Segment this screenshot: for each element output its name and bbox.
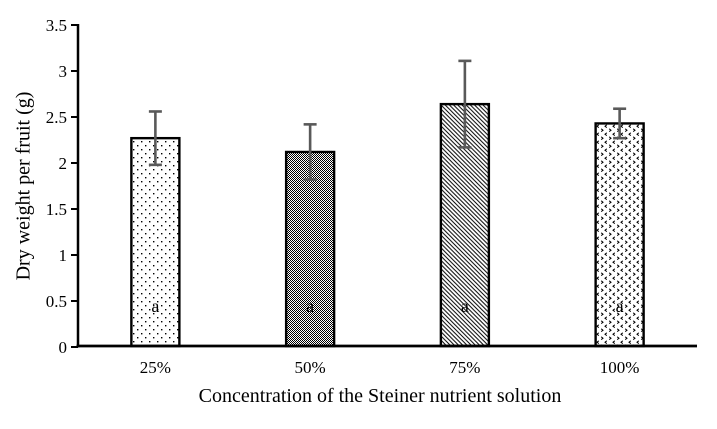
x-tick-label: 50%	[295, 358, 326, 377]
error-bars-layer	[148, 59, 627, 181]
significance-label: a	[151, 296, 159, 316]
y-tick-label: 3.5	[46, 16, 67, 35]
x-tick-label: 25%	[140, 358, 171, 377]
x-tick-label: 75%	[449, 358, 480, 377]
y-tick-label: 0.5	[46, 292, 67, 311]
y-tick-label: 0	[59, 338, 68, 357]
axes-layer: 0 0.5 1 1.5 2 2.5 3 3.5	[46, 16, 697, 357]
x-axis-title: Concentration of the Steiner nutrient so…	[198, 385, 562, 407]
bars-layer	[130, 102, 645, 348]
bar-50%	[284, 150, 336, 348]
bar-25%	[130, 136, 181, 348]
bar-labels-layer: a 25% a 50% a 75% a 100%	[140, 296, 640, 377]
y-tick-label: 2	[59, 154, 68, 173]
y-tick-label: 2.5	[46, 108, 67, 127]
significance-label: a	[616, 296, 624, 316]
significance-label: a	[306, 296, 314, 316]
y-tick-label: 3	[59, 62, 68, 81]
significance-label: a	[461, 296, 469, 316]
y-tick-label: 1.5	[46, 200, 67, 219]
x-tick-label: 100%	[600, 358, 640, 377]
y-tick-label: 1	[59, 246, 68, 265]
